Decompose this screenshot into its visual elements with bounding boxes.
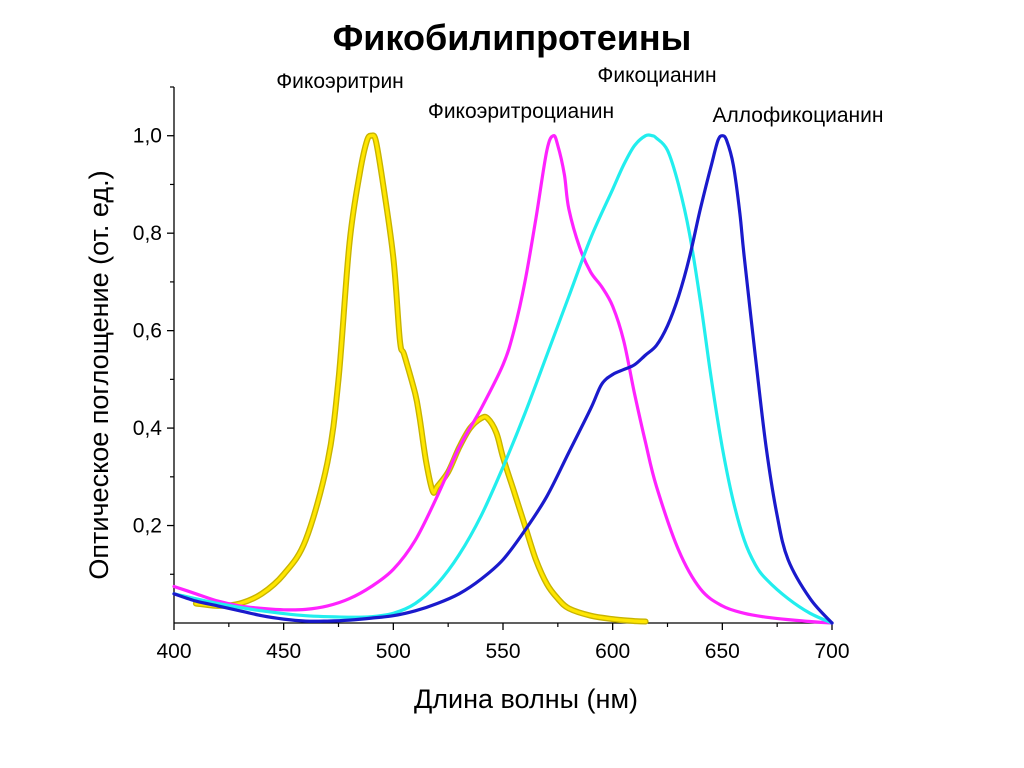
x-tick-label: 700: [814, 640, 849, 663]
series-line-phycoerythrocyanin: [172, 134, 834, 625]
x-axis-title: Длина волны (нм): [414, 684, 638, 714]
series-curves: [172, 132, 834, 625]
series-label-phycoerythrocyanin: Фикоэритроцианин: [428, 100, 614, 123]
series-label-phycoerythrin: Фикоэритрин: [276, 70, 404, 93]
series-outline-phycoerythrin: [192, 132, 649, 625]
y-axis-title: Оптическое поглощение (от. ед.): [84, 170, 114, 579]
x-tick-label: 600: [595, 640, 630, 663]
y-tick-label: 0,6: [133, 320, 162, 343]
series-line-phycoerythrin: [194, 133, 648, 624]
y-tick-label: 0,2: [133, 515, 162, 538]
chart-title: Фикобилипротеины: [333, 17, 692, 58]
series-label-allophycocyanin: Аллофикоцианин: [713, 104, 884, 127]
axes: 400 450 500 550 600 650 700 0,2 0,4 0,6 0,8 1,0: [133, 86, 850, 663]
x-tick-label: 400: [156, 640, 191, 663]
series-labels: Фикоэритрин Фикоэритроцианин Фикоцианин …: [276, 64, 883, 127]
series-line-phycocyanin: [172, 133, 834, 625]
y-tick-label: 0,8: [133, 222, 162, 245]
series-label-phycocyanin: Фикоцианин: [597, 64, 716, 87]
x-tick-label: 500: [376, 640, 411, 663]
x-tick-label: 550: [485, 640, 520, 663]
series-line-allophycocyanin: [172, 134, 834, 625]
x-tick-label: 450: [266, 640, 301, 663]
y-tick-label: 0,4: [133, 417, 163, 440]
y-tick-label: 1,0: [133, 125, 162, 148]
x-tick-label: 650: [705, 640, 740, 663]
